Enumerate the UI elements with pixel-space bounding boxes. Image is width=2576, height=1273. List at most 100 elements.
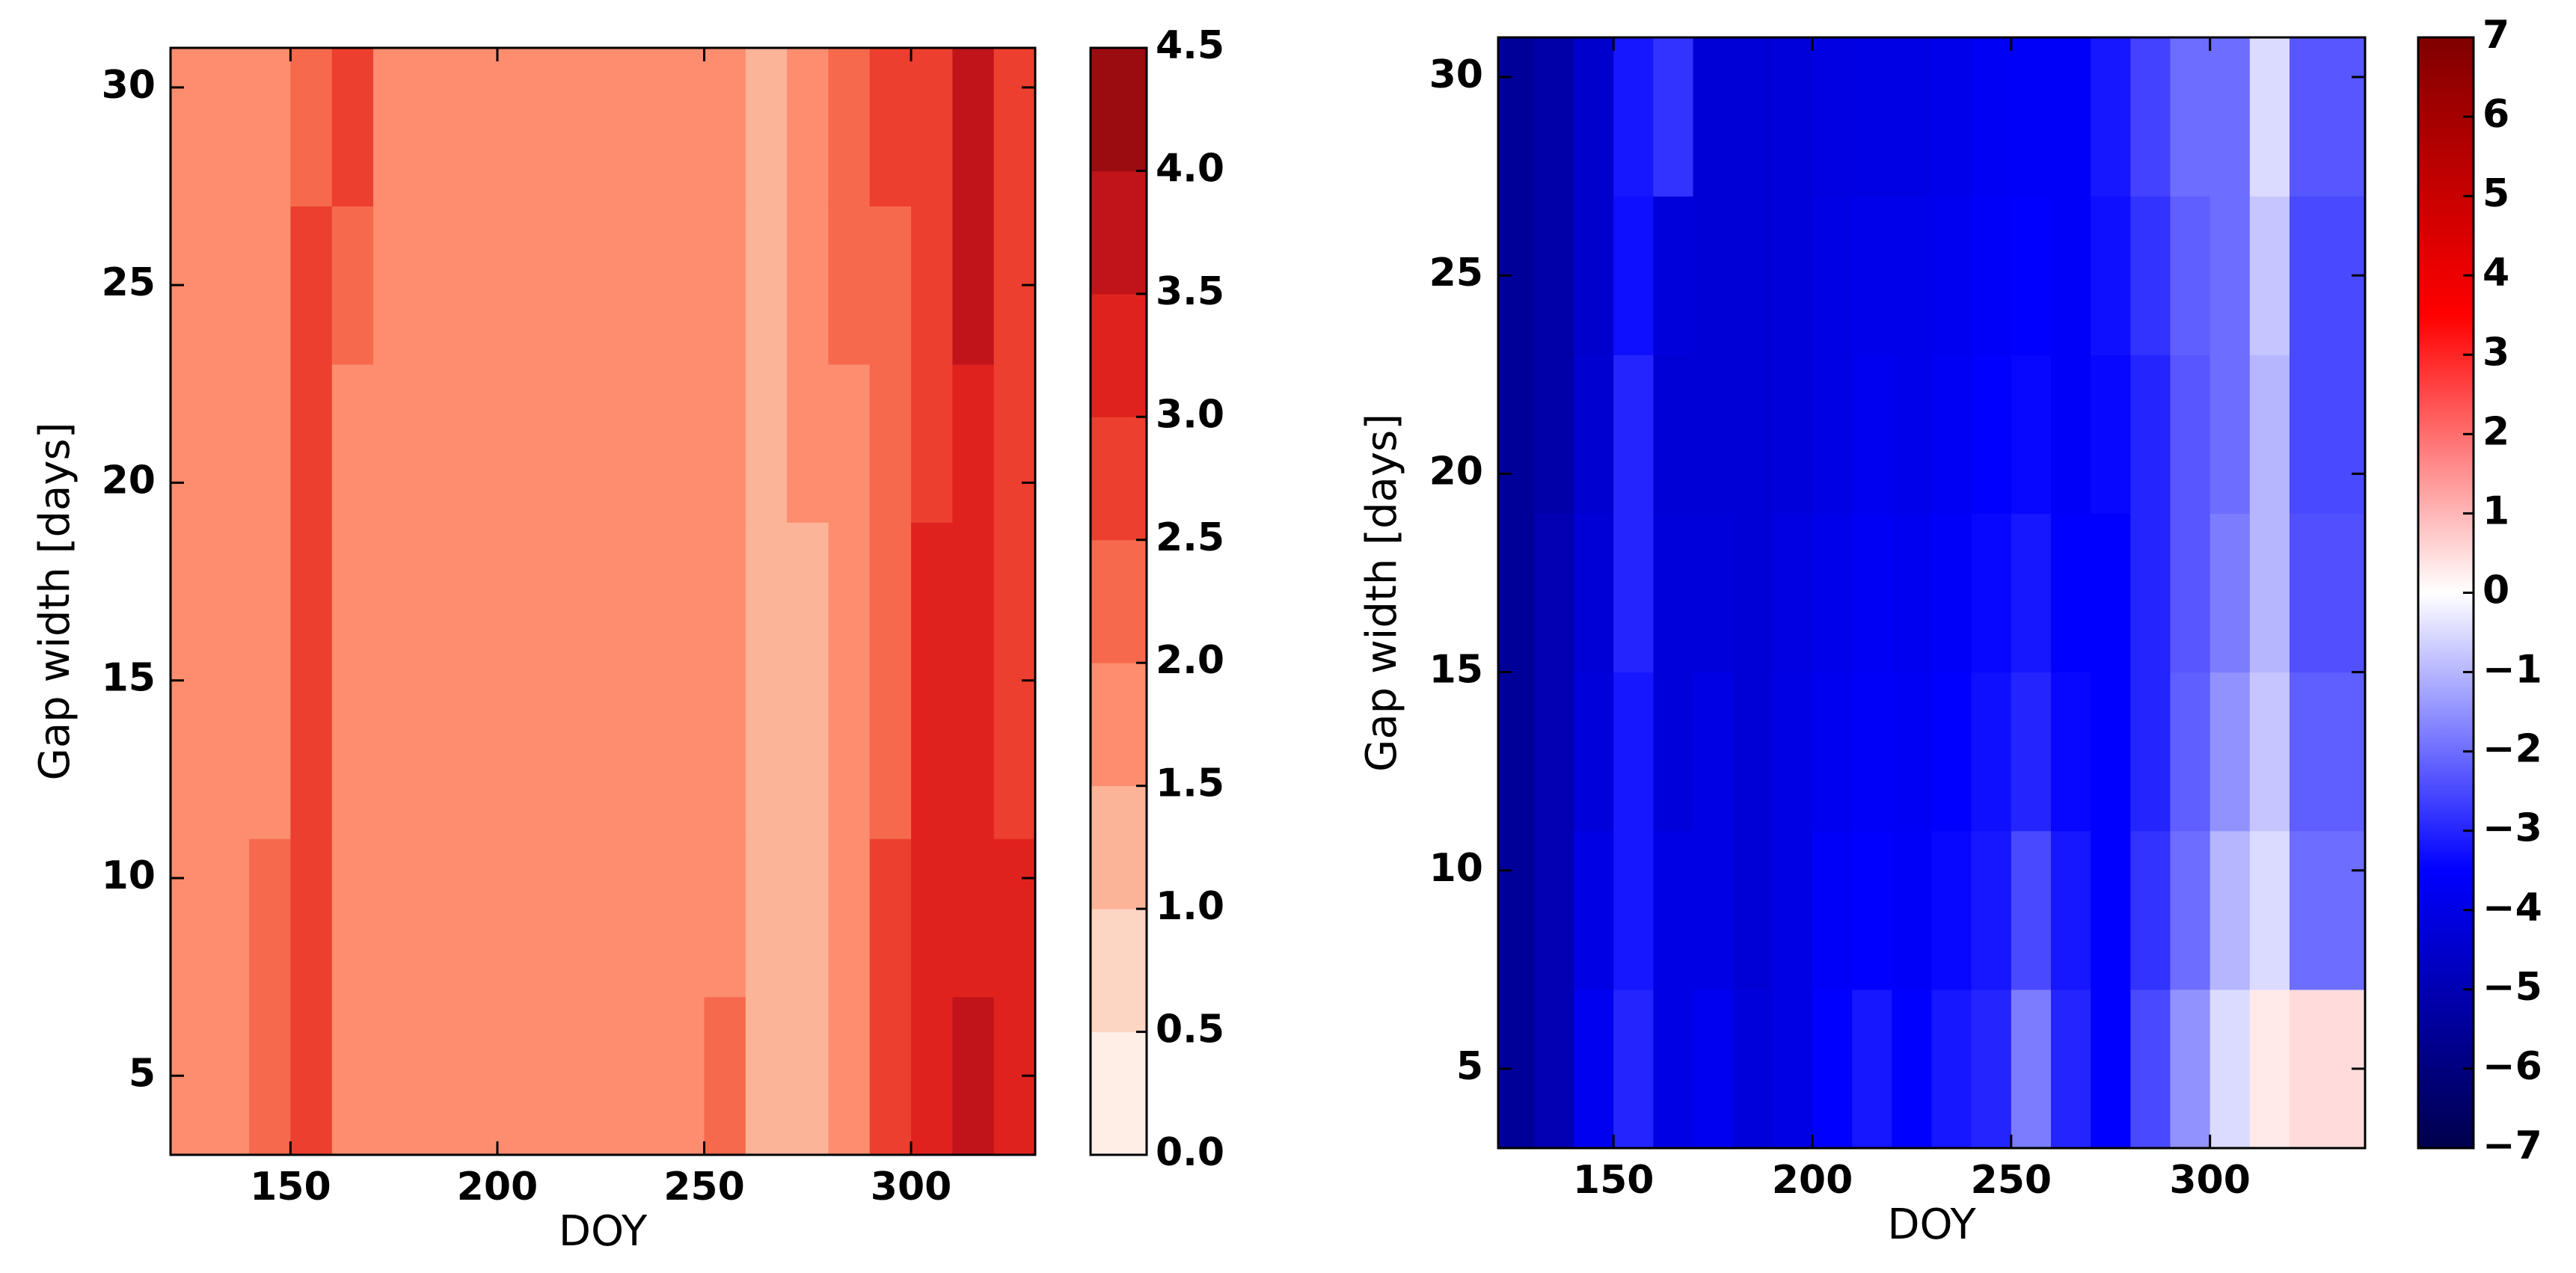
heatmap-cell (1852, 355, 1892, 515)
heatmap-cell (2130, 37, 2171, 197)
heatmap-cell (207, 838, 250, 998)
colorbar-segment (1091, 293, 1147, 417)
heatmap-cell (1613, 37, 1654, 197)
heatmap-cell (497, 364, 539, 523)
heatmap-cell (745, 206, 788, 365)
heatmap-cell (2130, 989, 2171, 1149)
heatmap-cell (580, 522, 622, 681)
heatmap-cell (414, 522, 457, 681)
heatmap-cell (911, 680, 953, 839)
colorbar-tick-label: 1 (2483, 488, 2509, 533)
heatmap-cell (1931, 830, 1972, 990)
plot (171, 48, 1036, 1156)
heatmap-cell (1653, 37, 1694, 197)
heatmap-cell (249, 522, 292, 681)
heatmap-cell (869, 364, 912, 523)
heatmap-cell (1653, 513, 1694, 673)
heatmap-cell (1971, 196, 2012, 355)
heatmap-cell (2249, 37, 2290, 197)
heatmap-cell (1772, 37, 1813, 197)
heatmap-cell (539, 680, 581, 839)
heatmap-cell (2050, 37, 2091, 197)
heatmap-cell (2050, 672, 2091, 832)
heatmap-cell (704, 522, 746, 681)
heatmap-cell (1498, 513, 1535, 673)
heatmap-cell (580, 680, 622, 839)
heatmap-cell (2289, 830, 2366, 990)
heatmap-cell (580, 206, 622, 365)
heatmap-cell (331, 680, 374, 839)
colorbar-tick-label: 3.5 (1156, 269, 1224, 314)
colorbar-tick-label: 2.5 (1156, 515, 1224, 560)
heatmap-cell (1892, 355, 1933, 515)
colorbar-tick-label: 4.0 (1156, 146, 1224, 191)
heatmap-cell (787, 206, 829, 365)
heatmap-cell (1971, 672, 2012, 832)
heatmap-cell (828, 522, 871, 681)
heatmap-cell (952, 996, 995, 1156)
heatmap-cell (290, 364, 333, 523)
heatmap-cell (1574, 355, 1614, 515)
heatmap-cell (456, 206, 498, 365)
colorbar-tick-label: 2.0 (1156, 638, 1224, 683)
heatmap-cell (171, 364, 209, 523)
heatmap-cell (663, 522, 705, 681)
heatmap-cell (1892, 196, 1933, 355)
heatmap-cell (828, 206, 871, 365)
heatmap-cell (2011, 672, 2052, 832)
heatmap-cell (539, 996, 581, 1156)
y-tick-label: 20 (1429, 449, 1483, 494)
heatmap-cell (621, 680, 663, 839)
plot-frame (169, 46, 1037, 1156)
heatmap-cell (704, 364, 746, 523)
y-tick-label: 10 (102, 853, 156, 898)
heatmap-cell (249, 996, 292, 1156)
heatmap-cell (373, 838, 415, 998)
heatmap-cell (1693, 672, 1734, 832)
colorbar-segment (1091, 539, 1147, 663)
heatmap-cell (1931, 355, 1972, 515)
heatmap-cell (1812, 513, 1853, 673)
heatmap-cell (373, 522, 415, 681)
heatmap-cell (539, 364, 581, 523)
heatmap-cell (869, 48, 912, 207)
heatmap-cell (249, 48, 292, 207)
heatmap-cell (1892, 37, 1933, 197)
heatmap-cell (2130, 672, 2171, 832)
heatmap-cell (171, 522, 209, 681)
heatmap-cell (331, 48, 374, 207)
plot (1498, 37, 2366, 1149)
heatmap-cell (1613, 513, 1654, 673)
heatmap-cell (621, 996, 663, 1156)
heatmap-cell (1574, 196, 1614, 355)
heatmap-cell (290, 206, 333, 365)
y-tick-label: 30 (102, 63, 156, 108)
heatmap-cell (2209, 672, 2251, 832)
heatmap-cell (1892, 989, 1933, 1149)
heatmap-cell (2050, 196, 2091, 355)
heatmap-cell (1533, 672, 1574, 832)
heatmap-cell (745, 364, 788, 523)
heatmap-cell (2249, 989, 2290, 1149)
heatmap-cell (663, 680, 705, 839)
colorbar-tick-label: 0.0 (1156, 1130, 1224, 1175)
x-tick-label: 200 (457, 1165, 539, 1209)
heatmap-cell (1971, 355, 2012, 515)
plot-frame (1497, 36, 2367, 1150)
heatmap-cell (1533, 196, 1574, 355)
heatmap-cell (1812, 37, 1853, 197)
heatmap-cell (1931, 989, 1972, 1149)
heatmap-cell (1852, 672, 1892, 832)
heatmap-cell (331, 364, 374, 523)
heatmap-cell (1892, 513, 1933, 673)
heatmap-cell (171, 680, 209, 839)
colorbar-tick-label: −1 (2483, 648, 2542, 693)
heatmap-cell (787, 522, 829, 681)
heatmap-cell (539, 838, 581, 998)
heatmap-cell (456, 996, 498, 1156)
heatmap-cell (1653, 989, 1694, 1149)
heatmap-cell (828, 680, 871, 839)
heatmap-cell (1732, 196, 1773, 355)
heatmap-cell (828, 48, 871, 207)
colorbar-segment (1091, 785, 1147, 909)
